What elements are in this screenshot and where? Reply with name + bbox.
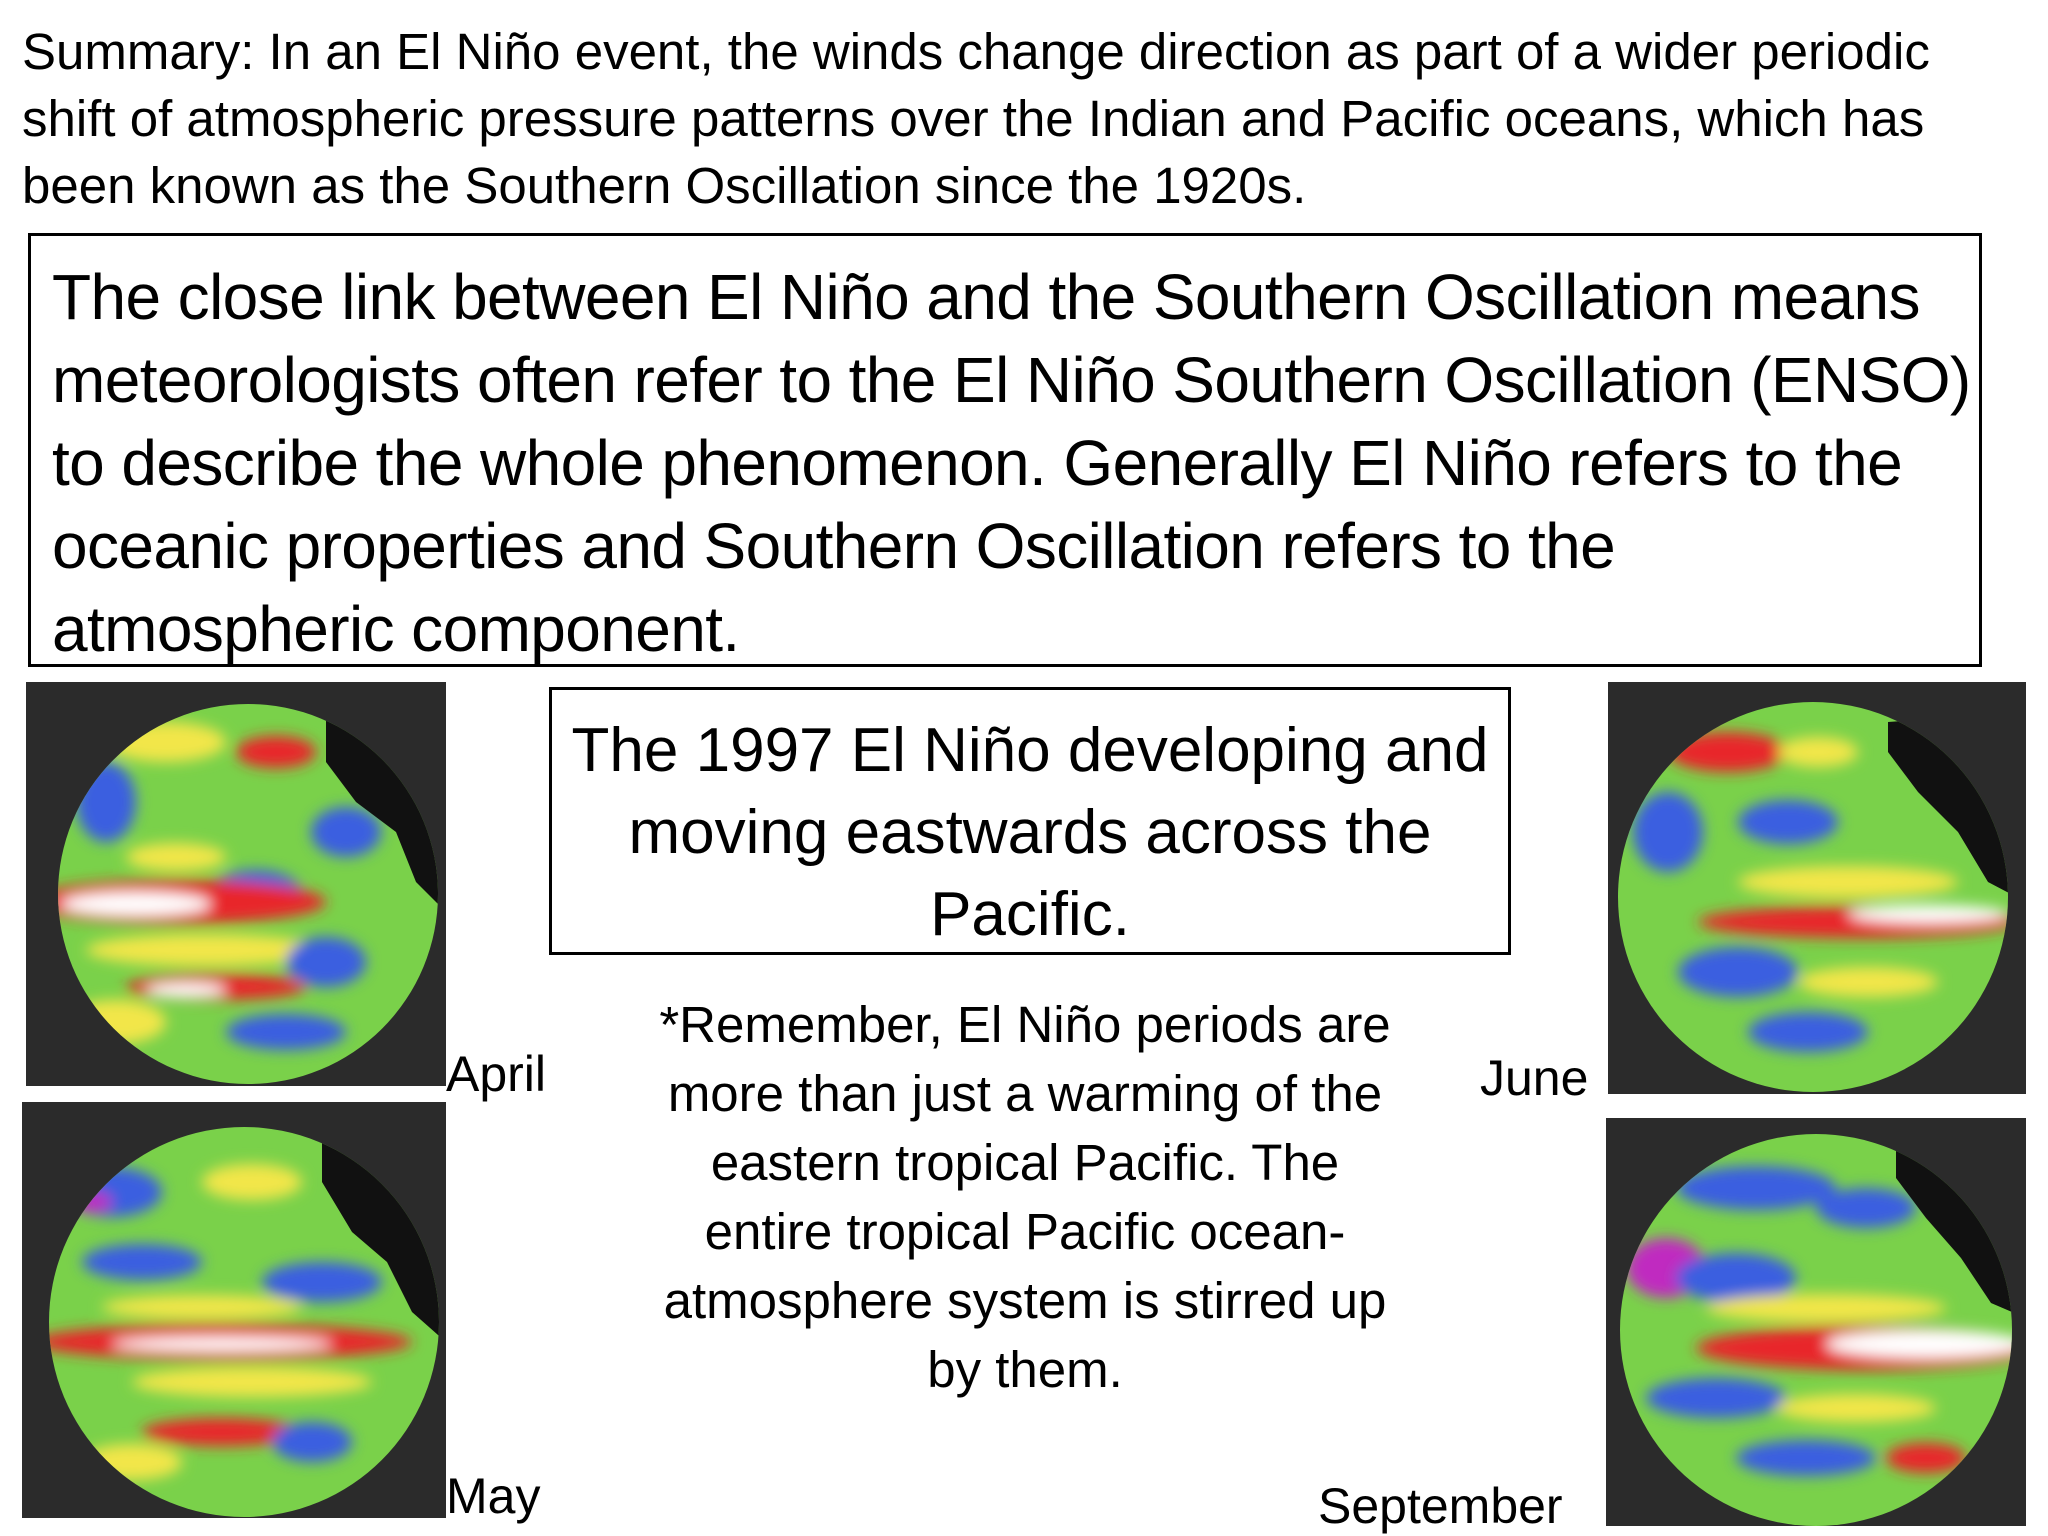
enso-explanation-text: The close link between El Niño and the S… (52, 261, 1971, 665)
enso-explanation-box: The close link between El Niño and the S… (28, 233, 1982, 667)
april-label: April (446, 1046, 547, 1102)
reminder-note: *Remember, El Niño periods are more than… (659, 996, 1391, 1398)
may-sea-temperature-map (22, 1102, 446, 1518)
june-label: June (1480, 1050, 1589, 1106)
september-label: September (1318, 1478, 1563, 1534)
june-sea-temperature-map (1608, 682, 2026, 1094)
april-sea-temperature-map (26, 682, 446, 1086)
caption-box: The 1997 El Niño developing and moving e… (549, 687, 1511, 955)
summary-text: Summary: In an El Niño event, the winds … (22, 23, 1930, 214)
caption-text: The 1997 El Niño developing and moving e… (571, 716, 1489, 949)
may-label: May (446, 1468, 541, 1524)
september-sea-temperature-map (1606, 1118, 2026, 1526)
